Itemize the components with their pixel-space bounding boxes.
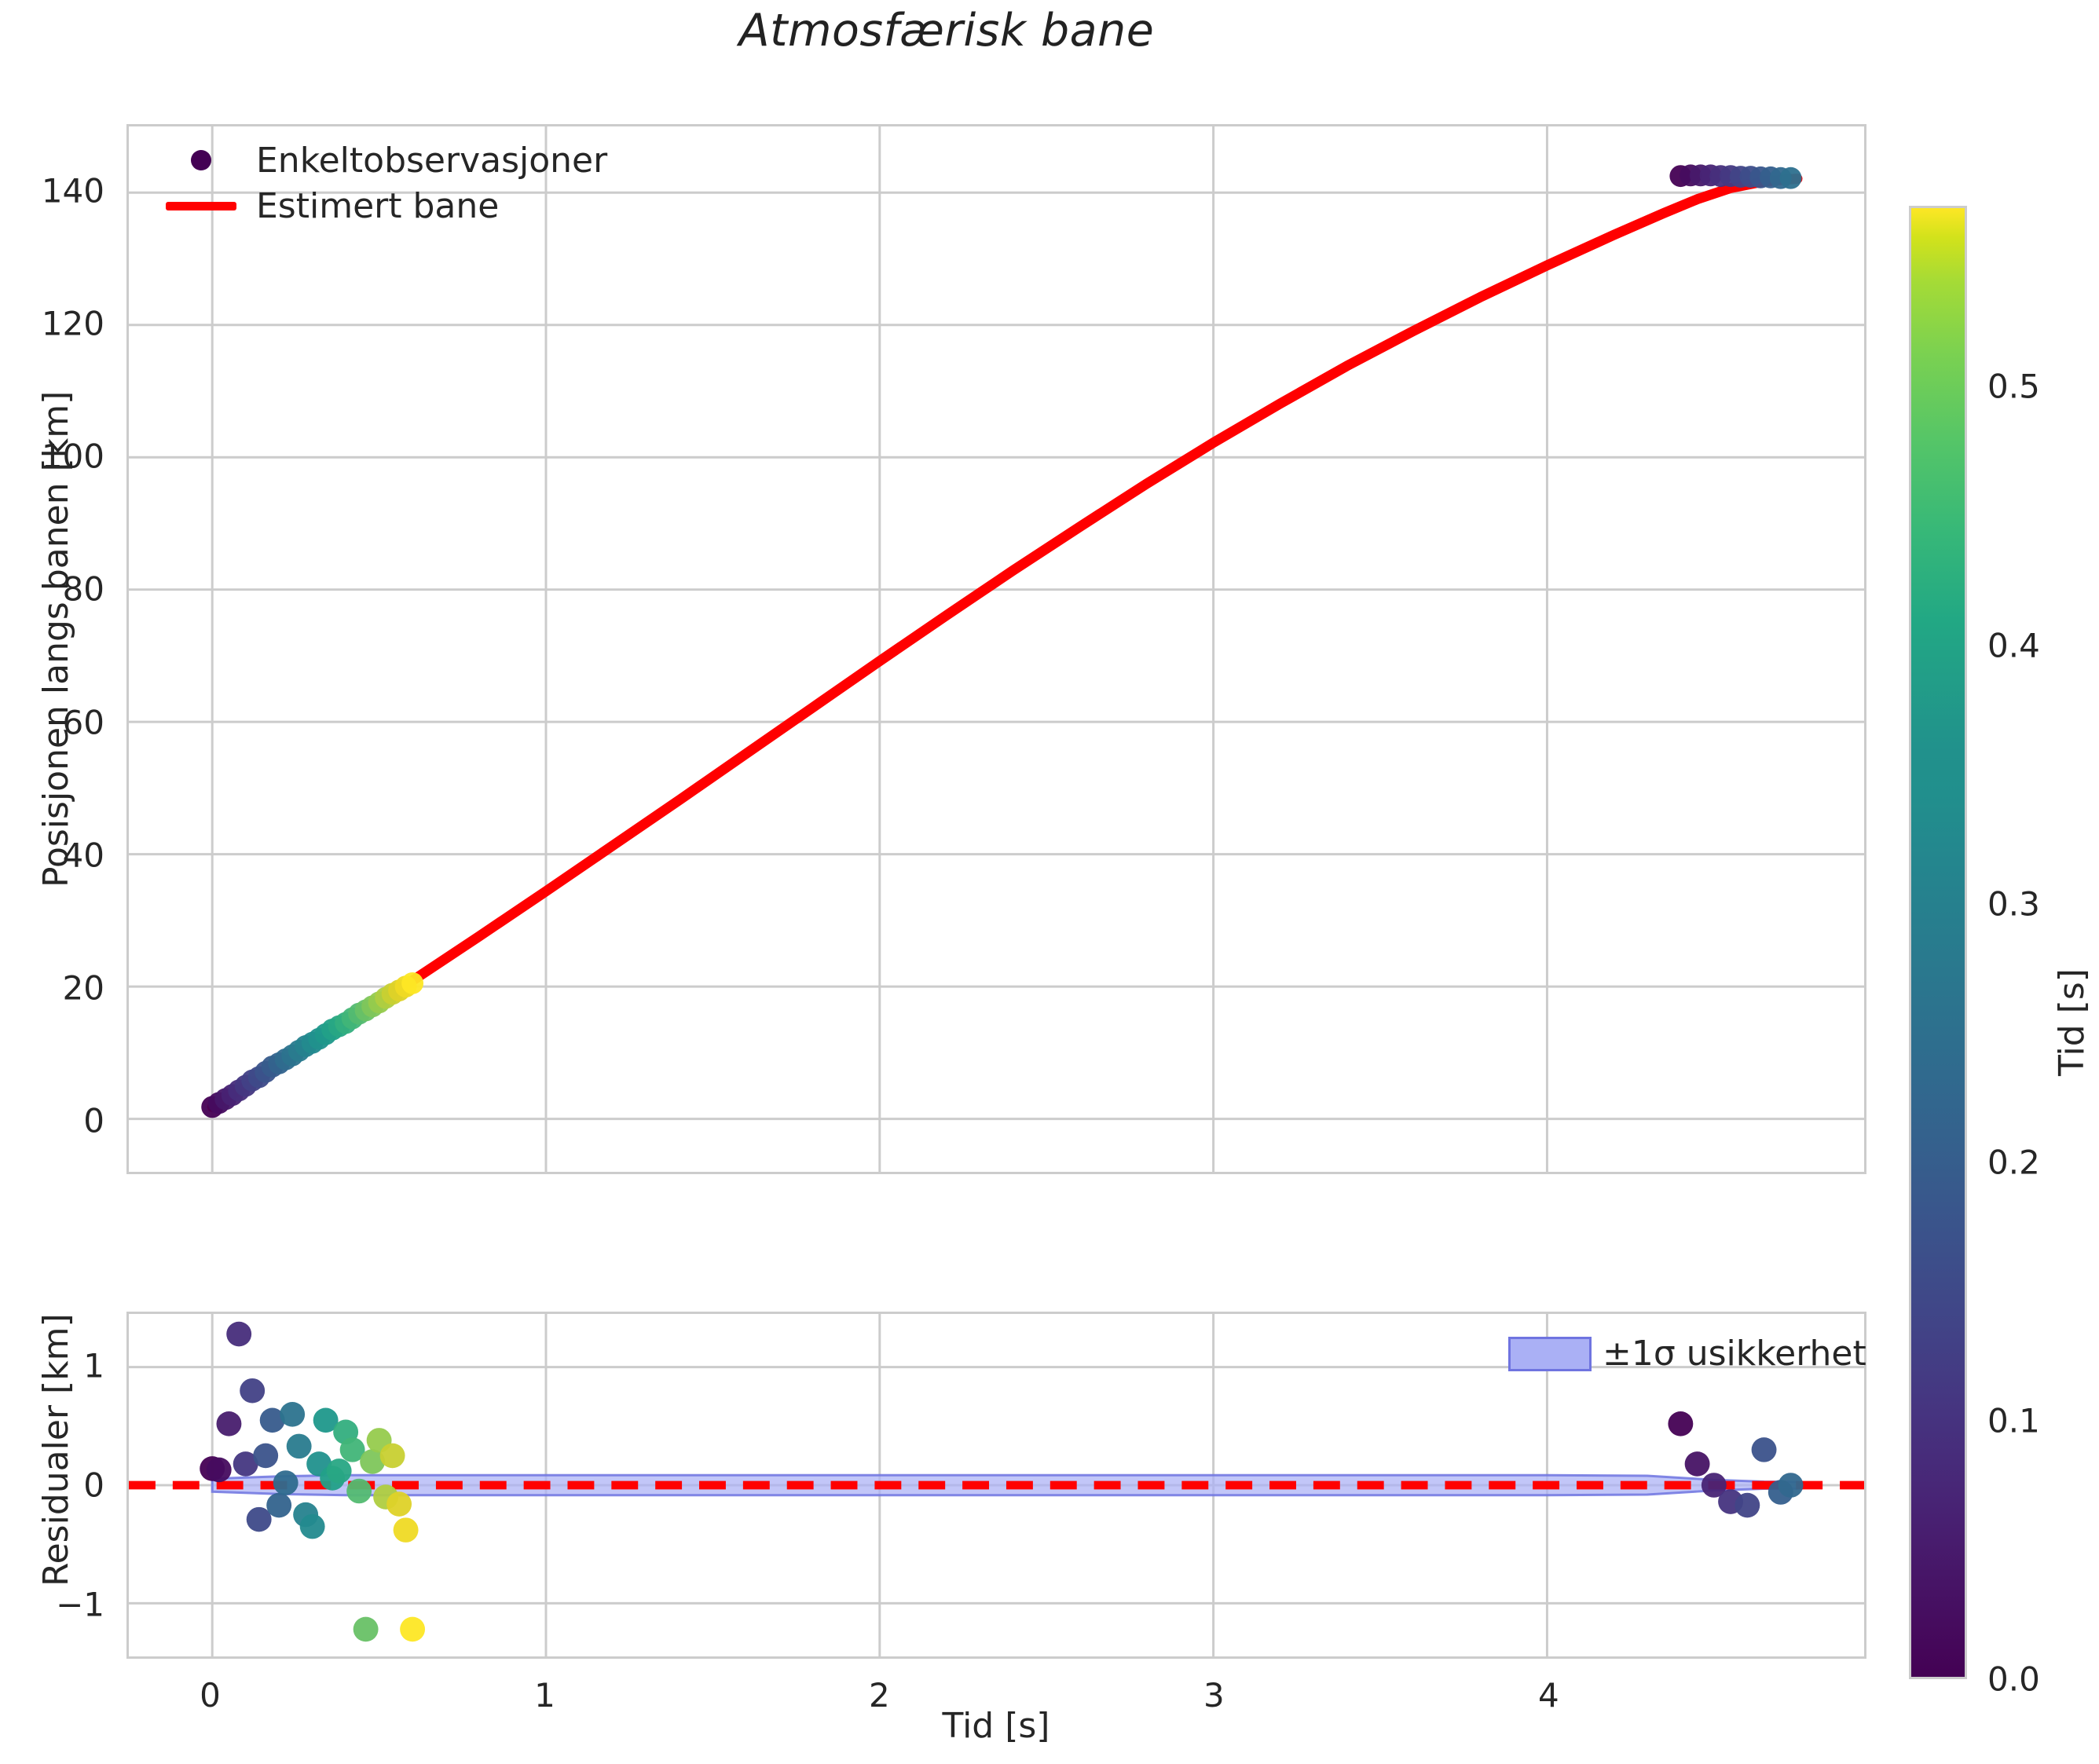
residual-y-tick: −1 [56, 1585, 104, 1624]
legend-label-observations: Enkeltobservasjoner [256, 140, 608, 181]
residual-y-tick: 1 [83, 1346, 104, 1385]
x-tick: 0 [200, 1676, 221, 1715]
main-plot-panel [126, 124, 1866, 1174]
x-tick: 4 [1537, 1676, 1559, 1715]
residual-y-axis-title: Residualer [km] [36, 1313, 76, 1587]
colorbar-tick: 0.4 [1987, 626, 2040, 664]
residual-legend[interactable]: ±1σ usikkerhet [1508, 1334, 1866, 1374]
line-icon [157, 201, 245, 210]
colorbar-tick: 0.5 [1987, 367, 2040, 406]
main-y-tick: 60 [62, 703, 104, 742]
main-y-tick: 140 [41, 171, 104, 210]
main-y-tick: 80 [62, 569, 104, 609]
colorbar [1909, 206, 1967, 1679]
legend-item-observations[interactable]: Enkeltobservasjoner [157, 137, 607, 183]
colorbar-title: Tid [s] [2052, 968, 2092, 1076]
main-y-tick: 20 [62, 968, 104, 1008]
main-y-tick: 40 [62, 836, 104, 875]
legend-item-trajectory[interactable]: Estimert bane [157, 183, 607, 229]
main-y-tick: 120 [41, 304, 104, 343]
x-tick: 1 [534, 1676, 555, 1715]
main-y-axis-title: Posisjonen langs banen [km] [36, 390, 76, 887]
sigma-band-icon [1508, 1336, 1592, 1371]
main-plot-svg [129, 126, 1864, 1172]
main-y-tick: 100 [41, 437, 104, 476]
legend-label-trajectory: Estimert bane [256, 185, 500, 226]
x-tick: 3 [1203, 1676, 1225, 1715]
main-legend: Enkeltobservasjoner Estimert bane [157, 137, 607, 229]
scatter-dot-icon [157, 150, 245, 170]
colorbar-tick: 0.2 [1987, 1143, 2040, 1182]
x-axis-title: Tid [s] [942, 1706, 1050, 1746]
page-title: Atmosfærisk bane [738, 5, 1155, 57]
colorbar-tick: 0.0 [1987, 1660, 2040, 1699]
colorbar-tick: 0.3 [1987, 884, 2040, 924]
main-y-tick: 0 [83, 1101, 104, 1140]
x-tick: 2 [869, 1676, 890, 1715]
colorbar-tick: 0.1 [1987, 1401, 2040, 1440]
residual-y-tick: 0 [83, 1466, 104, 1505]
legend-label-sigma-band: ±1σ usikkerhet [1603, 1334, 1866, 1374]
residual-plot-svg [129, 1314, 1864, 1656]
